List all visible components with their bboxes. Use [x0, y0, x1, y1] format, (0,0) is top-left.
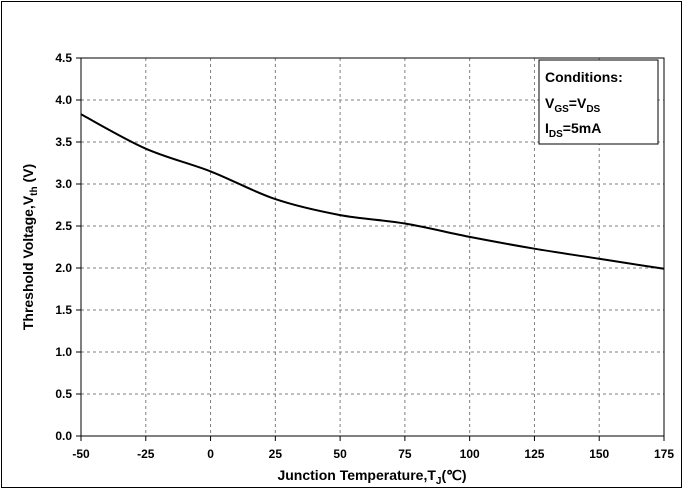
- x-axis-ticks: -50 -25 0 25 50 75 100 125 150 175: [72, 436, 674, 461]
- y-axis-title: Threshold Voltage,Vth (V): [20, 164, 40, 330]
- plot-area-border: [80, 57, 665, 437]
- conditions-annotation: Conditions: VGS=VDS IDS=5mA: [538, 59, 659, 145]
- x-tick-label: 25: [269, 447, 283, 461]
- conditions-box: [538, 59, 659, 145]
- x-tick-label: 100: [460, 447, 480, 461]
- y-tick-label: 4.5: [55, 51, 72, 65]
- y-tick-label: 1.0: [55, 345, 72, 359]
- x-axis-title: Junction Temperature,TJ(℃): [277, 467, 466, 487]
- y-tick-label: 0.5: [55, 387, 72, 401]
- y-tick-label: 0.0: [55, 429, 72, 443]
- y-tick-label: 2.0: [55, 261, 72, 275]
- y-tick-label: 4.0: [55, 93, 72, 107]
- y-tick-label: 2.5: [55, 219, 72, 233]
- x-tick-label: 150: [589, 447, 609, 461]
- x-tick-label: -50: [72, 447, 90, 461]
- x-tick-label: 125: [524, 447, 544, 461]
- y-tick-label: 1.5: [55, 303, 72, 317]
- series-line: [80, 113, 665, 270]
- y-tick-label: 3.5: [55, 135, 72, 149]
- x-tick-label: 175: [654, 447, 674, 461]
- conditions-ids: IDS=5mA: [545, 120, 601, 140]
- conditions-title: Conditions:: [545, 69, 623, 85]
- x-tick-label: -25: [137, 447, 155, 461]
- x-tick-label: 75: [398, 447, 412, 461]
- x-tick-label: 0: [207, 447, 214, 461]
- y-axis-ticks: 0.0 0.5 1.0 1.5 2.0 2.5 3.0 3.5 4.0 4.5: [55, 51, 81, 443]
- x-tick-label: 50: [333, 447, 347, 461]
- conditions-vgs: VGS=VDS: [545, 95, 601, 115]
- y-tick-label: 3.0: [55, 177, 72, 191]
